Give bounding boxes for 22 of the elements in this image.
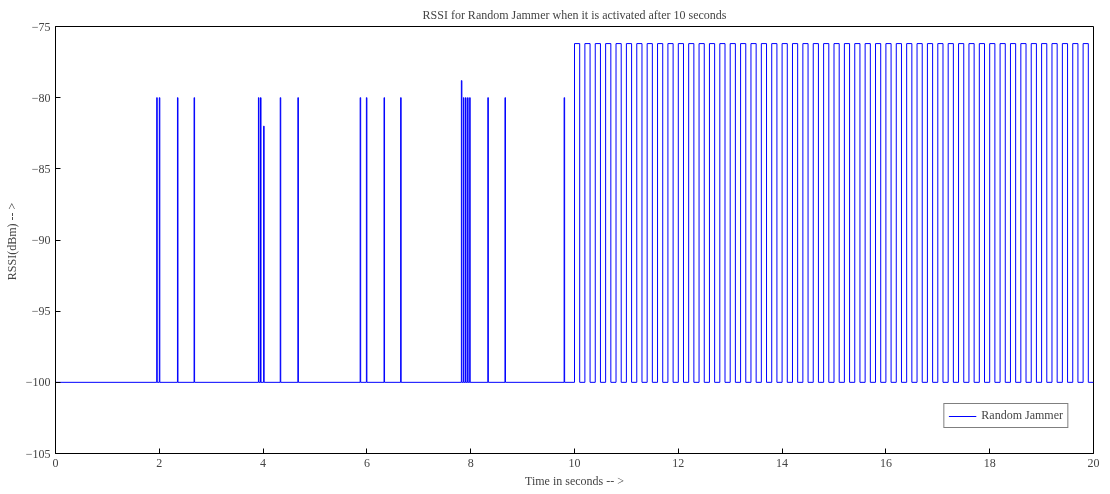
x-tick-label: 10 <box>568 455 581 470</box>
x-tick-label: 8 <box>467 455 474 470</box>
y-tick-label: −95 <box>31 304 51 319</box>
y-tick-label: −75 <box>31 19 51 34</box>
y-tick-label: −100 <box>25 375 51 390</box>
y-tick-label: −85 <box>31 161 51 176</box>
x-tick-label: 18 <box>983 455 996 470</box>
x-tick-label: 0 <box>52 455 59 470</box>
x-tick-label: 12 <box>672 455 685 470</box>
x-axis-title: Time in seconds -- > <box>525 473 625 488</box>
x-tick-label: 4 <box>260 455 267 470</box>
x-tick-label: 14 <box>776 455 789 470</box>
x-tick-label: 2 <box>156 455 163 470</box>
x-tick-label: 20 <box>1087 455 1100 470</box>
x-tick-label: 16 <box>879 455 892 470</box>
x-tick-label: 6 <box>363 455 370 470</box>
y-tick-label: −90 <box>31 233 51 247</box>
chart-title: RSSI for Random Jammer when it is activated after 10 seconds <box>422 7 727 22</box>
y-tick-label: −80 <box>31 90 51 105</box>
y-tick-label: −105 <box>25 446 51 461</box>
y-axis-title: RSSI(dBm) -- > <box>4 202 19 281</box>
legend-label: Random Jammer <box>981 408 1063 423</box>
